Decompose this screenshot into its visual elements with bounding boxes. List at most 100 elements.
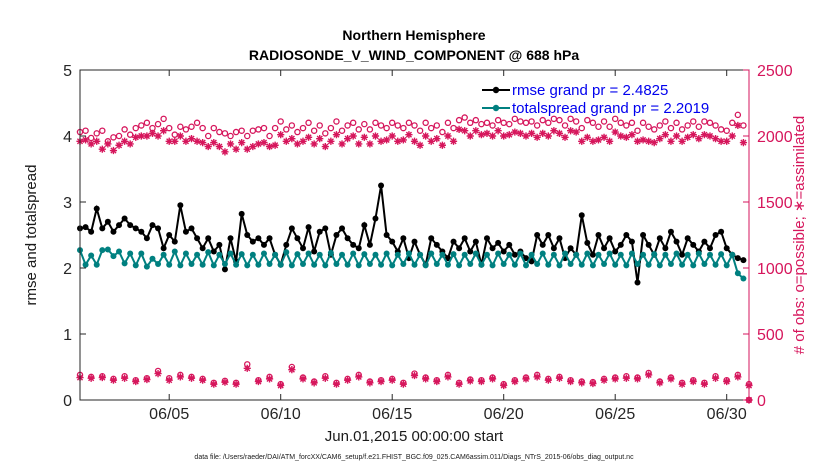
rmse-point (433, 241, 440, 248)
rmse-point (355, 245, 362, 252)
obs-possible-point (617, 119, 625, 127)
rmse-point (483, 235, 490, 242)
obs-assimilated-point (360, 133, 368, 141)
rmse-point (383, 232, 390, 238)
spread-point (667, 261, 674, 268)
obs-assimilated-point (221, 148, 229, 156)
spread-point (411, 261, 418, 268)
obs-possible-point (344, 122, 351, 129)
obs-assimilated-point (455, 125, 463, 133)
obs-assimilated-point (522, 132, 530, 140)
obs-assimilated-point (193, 137, 201, 145)
spread-point (612, 261, 619, 268)
rmse-point (634, 279, 641, 286)
obs-assimilated-point (717, 137, 725, 145)
obs-assimilated-point (472, 127, 480, 135)
rmse-point (138, 228, 145, 235)
obs-possible-point (204, 132, 212, 140)
obs-assimilated-point (422, 375, 430, 383)
obs-assimilated-point (265, 375, 274, 383)
obs-assimilated-point (410, 137, 419, 145)
rmse-point (316, 228, 323, 235)
obs-assimilated-point (377, 137, 385, 145)
obs-assimilated-point (622, 133, 630, 141)
y-left-tick-label: 4 (63, 129, 72, 146)
x-tick-label: 06/30 (707, 406, 747, 423)
rmse-point (656, 235, 663, 242)
spread-point (534, 261, 541, 268)
obs-assimilated-point (611, 128, 619, 136)
obs-assimilated-point (633, 137, 642, 145)
obs-assimilated-point (243, 364, 251, 372)
obs-possible-point (165, 124, 173, 132)
obs-assimilated-point (533, 133, 541, 141)
obs-assimilated-point (527, 129, 536, 137)
obs-assimilated-point (650, 139, 658, 147)
rmse-point (143, 235, 150, 242)
spread-point (82, 261, 89, 268)
rmse-point (428, 235, 435, 242)
spread-point (355, 262, 362, 269)
obs-assimilated-point (555, 374, 564, 382)
obs-assimilated-point (81, 136, 90, 144)
obs-assimilated-point (299, 375, 307, 383)
obs-assimilated-point (277, 381, 285, 390)
obs-assimilated-point (578, 137, 586, 145)
rmse-point (93, 205, 100, 212)
obs-assimilated-point (544, 132, 552, 140)
obs-assimilated-point (511, 377, 519, 386)
obs-assimilated-point (700, 131, 708, 139)
chart-subtitle: RADIOSONDE_V_WIND_COMPONENT @ 688 hPa (249, 47, 579, 63)
spread-point (344, 261, 351, 268)
obs-assimilated-point (422, 132, 430, 140)
obs-possible-point (188, 123, 195, 131)
obs-assimilated-point (678, 137, 686, 145)
obs-possible-point (578, 124, 586, 132)
plot-frame (79, 69, 750, 401)
obs-possible-point (160, 115, 167, 123)
x-tick-label: 06/20 (484, 406, 524, 423)
rmse-point (550, 245, 557, 252)
rmse-point (127, 222, 134, 229)
obs-assimilated-point (583, 133, 591, 141)
obs-assimilated-point (199, 376, 207, 384)
right-axis: 0 500 1000 1500 2000 2500 (743, 63, 793, 410)
obs-assimilated-point (533, 373, 541, 381)
obs-possible-point (416, 127, 424, 134)
spread-point (350, 250, 357, 257)
obs-assimilated-point (366, 140, 374, 148)
spread-point (601, 261, 608, 268)
rmse-point (456, 245, 463, 252)
obs-assimilated-point (215, 142, 223, 151)
obs-assimilated-point (611, 375, 619, 383)
spread-point (589, 262, 596, 269)
spread-point (673, 250, 680, 257)
obs-possible-point (511, 115, 519, 123)
spread-point (690, 262, 697, 269)
spread-point (333, 261, 340, 268)
obs-possible-point (455, 116, 463, 124)
spread-point (155, 261, 162, 268)
obs-assimilated-point (338, 140, 346, 148)
spread-point (149, 255, 156, 262)
y-right-tick-label: 0 (757, 393, 766, 410)
spread-point (88, 252, 95, 259)
obs-assimilated-point (427, 137, 435, 145)
spread-point (188, 261, 195, 268)
rmse-point (578, 212, 585, 219)
spread-point (539, 250, 546, 257)
spread-point (266, 261, 273, 268)
obs-assimilated-point (349, 132, 357, 140)
obs-possible-point (221, 130, 229, 137)
obs-assimilated-point (589, 137, 597, 145)
rmse-point (528, 258, 535, 265)
spread-point (277, 261, 284, 268)
obs-possible-point (595, 123, 602, 131)
obs-possible-point (243, 132, 251, 140)
obs-assimilated-point (271, 141, 279, 149)
obs-possible-point (93, 130, 100, 137)
obs-possible-point (584, 116, 591, 124)
obs-assimilated-point (160, 127, 168, 135)
spread-point (366, 261, 373, 268)
spread-point (606, 250, 613, 257)
